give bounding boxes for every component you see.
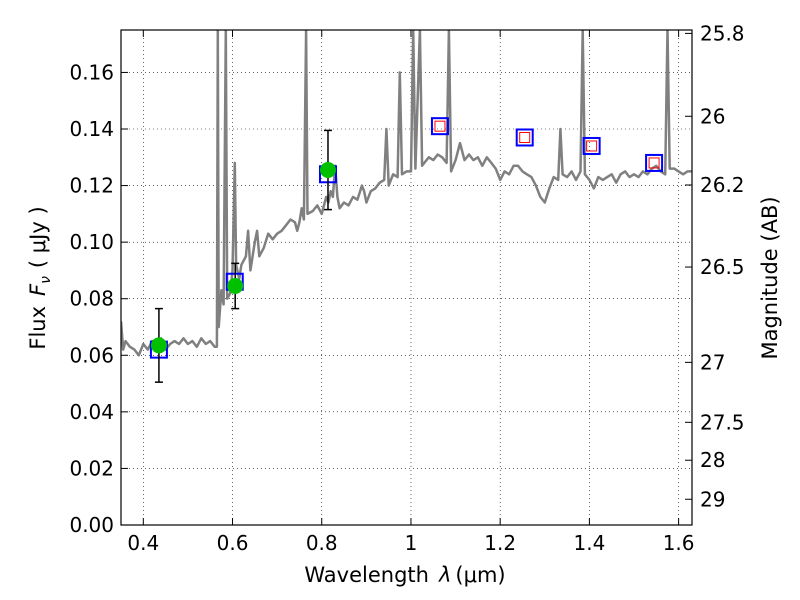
model-flux-marker — [430, 117, 449, 136]
x-tick-label: 1.2 — [484, 531, 516, 555]
y-tick-label: 0.02 — [69, 456, 114, 480]
y-tick-label: 0.04 — [69, 400, 114, 424]
y-tick-label: 0.06 — [69, 343, 114, 367]
x-tick-label: 1.4 — [573, 531, 605, 555]
x-tick-label: 1.6 — [663, 531, 695, 555]
y2-tick-label: 26.2 — [700, 173, 745, 197]
y-axis-title: FluxFν( μJy ) — [26, 206, 54, 349]
x-tick-label: 0.8 — [306, 531, 338, 555]
grid-lines — [121, 30, 692, 526]
axis-ticks: 0.4 0.6 0.8 1 1.2 1.4 1.6 0.00 0.02 0.04 0.06 0.08 0… — [69, 21, 744, 555]
y-tick-label: 0.14 — [69, 117, 114, 141]
y2-tick-label: 27.5 — [700, 410, 745, 434]
y-tick-label: 0.08 — [69, 287, 114, 311]
y2-tick-label: 28 — [700, 448, 725, 472]
upper-limit-marker — [648, 157, 660, 169]
y-tick-label: 0.16 — [69, 60, 114, 84]
y2-tick-label: 27 — [700, 350, 725, 374]
upper-limit-marker — [519, 131, 531, 143]
model-spectrum-line — [121, 30, 692, 357]
y2-tick-label: 25.8 — [700, 21, 745, 45]
upper-limit-marker — [434, 120, 446, 132]
y-tick-label: 0.10 — [69, 230, 114, 254]
model-flux-marker — [582, 136, 601, 155]
y2-axis-title: Magnitude (AB) — [758, 196, 782, 359]
x-tick-label: 0.6 — [217, 531, 249, 555]
observed-flux-point — [319, 162, 336, 179]
y-tick-label: 0.00 — [69, 513, 114, 537]
y-tick-label: 0.12 — [69, 174, 114, 198]
x-tick-label: 1 — [405, 531, 418, 555]
model-flux-marker — [515, 128, 534, 147]
observed-flux-point — [150, 337, 167, 354]
y2-tick-label: 26.5 — [700, 255, 745, 279]
axes-frame — [120, 29, 693, 526]
observed-flux-point — [227, 277, 244, 294]
x-axis-title: Wavelength λ (μm) — [304, 563, 505, 587]
y2-tick-label: 26 — [700, 104, 725, 128]
y2-tick-label: 29 — [700, 487, 725, 511]
plot-area — [121, 30, 692, 383]
upper-limit-marker — [586, 140, 598, 152]
model-flux-marker — [645, 153, 664, 172]
x-tick-label: 0.4 — [127, 531, 159, 555]
